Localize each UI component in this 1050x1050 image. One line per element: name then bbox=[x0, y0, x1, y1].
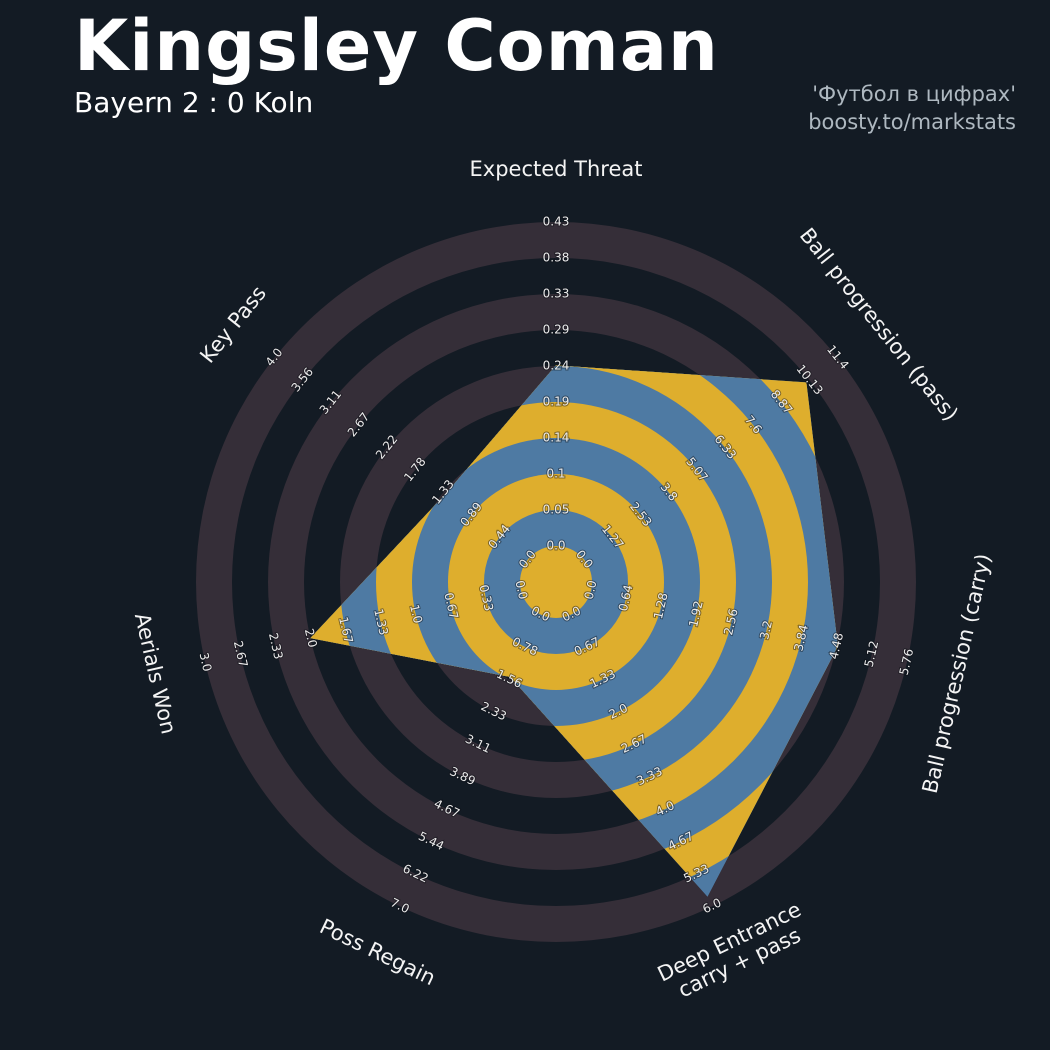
watermark: 'Футбол в цифрах' boosty.to/markstats bbox=[808, 80, 1016, 137]
tick-label: 0.24 bbox=[543, 359, 570, 373]
tick-label: 0.0 bbox=[546, 539, 565, 553]
tick-label: 0.19 bbox=[543, 395, 570, 409]
tick-label: 0.38 bbox=[543, 251, 570, 265]
tick-label: 5.76 bbox=[897, 647, 917, 676]
tick-label: 1.67 bbox=[336, 615, 356, 644]
tick-label: 5.12 bbox=[862, 639, 882, 668]
tick-label: 0.64 bbox=[616, 583, 636, 612]
watermark-brand: 'Футбол в цифрах' bbox=[812, 82, 1016, 106]
tick-label: 2.33 bbox=[266, 631, 286, 660]
tick-label: 0.29 bbox=[543, 323, 570, 337]
tick-label: 0.67 bbox=[441, 591, 461, 620]
tick-label: 2.0 bbox=[302, 627, 320, 649]
axis-label: Expected Threat bbox=[470, 157, 643, 181]
tick-label: 0.43 bbox=[543, 215, 570, 229]
tick-label: 2.67 bbox=[231, 639, 251, 668]
tick-label: 0.0 bbox=[582, 579, 600, 601]
tick-label: 3.2 bbox=[757, 619, 775, 641]
header: Kingsley Coman Bayern 2 : 0 Koln bbox=[74, 5, 719, 119]
tick-label: 1.92 bbox=[686, 599, 706, 628]
tick-label: 0.05 bbox=[543, 503, 570, 517]
tick-label: 0.14 bbox=[543, 431, 570, 445]
tick-label: 0.0 bbox=[512, 579, 530, 601]
match-score: Bayern 2 : 0 Koln bbox=[74, 85, 314, 119]
page-title: Kingsley Coman bbox=[74, 5, 719, 87]
axis-label: Ball progression (carry) bbox=[918, 551, 996, 795]
axis-label: Aerials Won bbox=[130, 611, 181, 737]
tick-label: 1.33 bbox=[371, 607, 391, 636]
watermark-link: boosty.to/markstats bbox=[808, 110, 1016, 135]
tick-label: 2.56 bbox=[721, 607, 741, 636]
tick-label: 0.33 bbox=[476, 583, 496, 612]
tick-label: 0.1 bbox=[546, 467, 565, 481]
tick-label: 4.48 bbox=[827, 631, 847, 660]
tick-label: 3.0 bbox=[197, 651, 215, 673]
tick-label: 1.0 bbox=[407, 603, 425, 625]
tick-label: 0.33 bbox=[543, 287, 570, 301]
axis-label: Poss Regain bbox=[316, 914, 439, 990]
tick-label: 1.28 bbox=[651, 591, 671, 620]
axis-label: Key Pass bbox=[195, 281, 271, 367]
tick-label: 3.84 bbox=[791, 623, 811, 652]
